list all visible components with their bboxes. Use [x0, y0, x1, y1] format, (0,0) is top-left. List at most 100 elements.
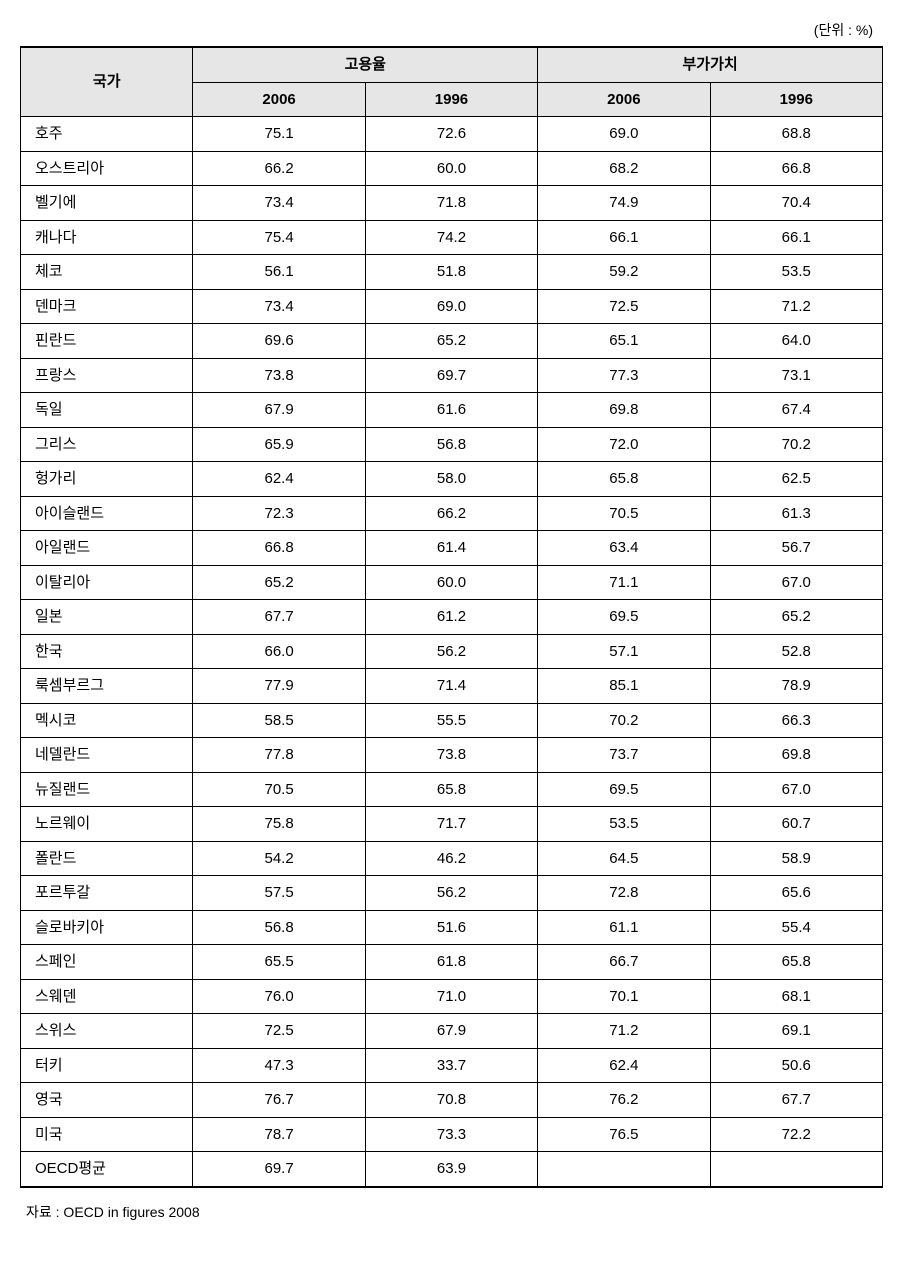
cell-e1996: 61.6 [365, 393, 537, 428]
cell-v2006: 76.5 [538, 1117, 710, 1152]
cell-v1996: 68.1 [710, 979, 882, 1014]
header-val-2006: 2006 [538, 82, 710, 117]
table-row: 노르웨이75.871.753.560.7 [21, 807, 883, 842]
cell-e1996: 72.6 [365, 117, 537, 152]
cell-e2006: 67.9 [193, 393, 365, 428]
cell-v1996: 70.2 [710, 427, 882, 462]
cell-country: 덴마크 [21, 289, 193, 324]
table-row: 벨기에73.471.874.970.4 [21, 186, 883, 221]
cell-e2006: 73.8 [193, 358, 365, 393]
cell-v2006 [538, 1152, 710, 1187]
cell-v2006: 72.5 [538, 289, 710, 324]
cell-v1996: 69.8 [710, 738, 882, 773]
cell-v1996: 66.3 [710, 703, 882, 738]
cell-v1996: 68.8 [710, 117, 882, 152]
cell-country: 네델란드 [21, 738, 193, 773]
cell-e2006: 66.8 [193, 531, 365, 566]
cell-v2006: 69.0 [538, 117, 710, 152]
cell-e2006: 54.2 [193, 841, 365, 876]
table-row: 터키47.333.762.450.6 [21, 1048, 883, 1083]
cell-v1996: 52.8 [710, 634, 882, 669]
cell-country: 이탈리아 [21, 565, 193, 600]
table-row: 오스트리아66.260.068.266.8 [21, 151, 883, 186]
table-row: 멕시코58.555.570.266.3 [21, 703, 883, 738]
cell-e1996: 70.8 [365, 1083, 537, 1118]
table-row: 이탈리아65.260.071.167.0 [21, 565, 883, 600]
cell-country: 아이슬랜드 [21, 496, 193, 531]
table-row: 덴마크73.469.072.571.2 [21, 289, 883, 324]
cell-country: 터키 [21, 1048, 193, 1083]
table-row: 스페인65.561.866.765.8 [21, 945, 883, 980]
cell-v1996: 65.6 [710, 876, 882, 911]
cell-v1996 [710, 1152, 882, 1187]
cell-e1996: 51.6 [365, 910, 537, 945]
header-group-employment: 고용율 [193, 47, 538, 82]
table-row: 핀란드69.665.265.164.0 [21, 324, 883, 359]
table-row: 아이슬랜드72.366.270.561.3 [21, 496, 883, 531]
cell-country: OECD평균 [21, 1152, 193, 1187]
cell-v1996: 65.2 [710, 600, 882, 635]
cell-country: 스위스 [21, 1014, 193, 1049]
cell-country: 일본 [21, 600, 193, 635]
table-row: 슬로바키아56.851.661.155.4 [21, 910, 883, 945]
cell-country: 벨기에 [21, 186, 193, 221]
header-country: 국가 [21, 47, 193, 117]
cell-e2006: 56.8 [193, 910, 365, 945]
table-row: 그리스65.956.872.070.2 [21, 427, 883, 462]
cell-v2006: 74.9 [538, 186, 710, 221]
header-emp-2006: 2006 [193, 82, 365, 117]
cell-country: 핀란드 [21, 324, 193, 359]
cell-country: 프랑스 [21, 358, 193, 393]
table-row: 캐나다75.474.266.166.1 [21, 220, 883, 255]
unit-note: (단위 : %) [20, 20, 873, 40]
cell-country: 한국 [21, 634, 193, 669]
cell-e2006: 73.4 [193, 289, 365, 324]
cell-v2006: 66.7 [538, 945, 710, 980]
table-row: 체코56.151.859.253.5 [21, 255, 883, 290]
cell-v2006: 53.5 [538, 807, 710, 842]
cell-v2006: 85.1 [538, 669, 710, 704]
cell-country: 슬로바키아 [21, 910, 193, 945]
cell-country: 영국 [21, 1083, 193, 1118]
cell-v2006: 64.5 [538, 841, 710, 876]
cell-e2006: 65.2 [193, 565, 365, 600]
cell-e2006: 77.9 [193, 669, 365, 704]
cell-country: 뉴질랜드 [21, 772, 193, 807]
cell-v2006: 69.5 [538, 772, 710, 807]
cell-e1996: 71.0 [365, 979, 537, 1014]
cell-e1996: 65.2 [365, 324, 537, 359]
cell-e2006: 76.0 [193, 979, 365, 1014]
cell-e2006: 69.6 [193, 324, 365, 359]
cell-v2006: 63.4 [538, 531, 710, 566]
cell-e1996: 60.0 [365, 565, 537, 600]
cell-e1996: 73.8 [365, 738, 537, 773]
cell-v2006: 73.7 [538, 738, 710, 773]
cell-v2006: 72.8 [538, 876, 710, 911]
cell-v1996: 66.8 [710, 151, 882, 186]
cell-e2006: 66.2 [193, 151, 365, 186]
cell-v1996: 67.0 [710, 565, 882, 600]
source-note: 자료 : OECD in figures 2008 [26, 1202, 883, 1222]
cell-v2006: 68.2 [538, 151, 710, 186]
cell-e1996: 61.4 [365, 531, 537, 566]
table-row: 호주75.172.669.068.8 [21, 117, 883, 152]
table-row: 룩셈부르그77.971.485.178.9 [21, 669, 883, 704]
cell-e1996: 65.8 [365, 772, 537, 807]
cell-v2006: 62.4 [538, 1048, 710, 1083]
table-row: 스웨덴76.071.070.168.1 [21, 979, 883, 1014]
cell-e2006: 70.5 [193, 772, 365, 807]
header-emp-1996: 1996 [365, 82, 537, 117]
cell-country: 오스트리아 [21, 151, 193, 186]
cell-e1996: 71.4 [365, 669, 537, 704]
cell-v1996: 71.2 [710, 289, 882, 324]
cell-v1996: 56.7 [710, 531, 882, 566]
cell-v1996: 62.5 [710, 462, 882, 497]
cell-e2006: 75.4 [193, 220, 365, 255]
cell-e2006: 62.4 [193, 462, 365, 497]
cell-v1996: 58.9 [710, 841, 882, 876]
cell-e1996: 58.0 [365, 462, 537, 497]
cell-country: 캐나다 [21, 220, 193, 255]
cell-e1996: 55.5 [365, 703, 537, 738]
cell-e2006: 78.7 [193, 1117, 365, 1152]
table-row: 프랑스73.869.777.373.1 [21, 358, 883, 393]
